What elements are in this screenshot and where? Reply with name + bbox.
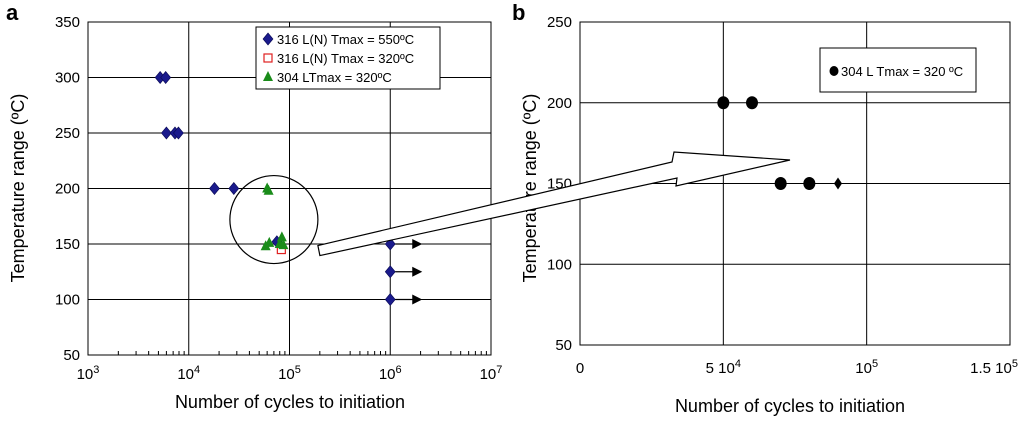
- panel-a-point: [161, 126, 172, 140]
- panel-a-point: [264, 236, 275, 247]
- panel-a-legend-marker: [262, 32, 274, 46]
- panel-b-y-tick-label: 250: [547, 14, 572, 31]
- panel-a-x-tick-label: 104: [177, 364, 200, 383]
- panel-b-x-ticks: 0 5 104 105 1.5 105: [576, 358, 1018, 377]
- panel-a-legend-marker: [263, 71, 273, 81]
- panel-a-runout-arrow-head: [412, 239, 423, 249]
- panel-b-x-axis-label: Number of cycles to initiation: [675, 396, 905, 416]
- panel-b-y-axis-label: Temperature range (ºC): [520, 94, 540, 283]
- panel-a-x-tick-label: 105: [278, 364, 301, 383]
- panel-a-legend-label: 316 L(N) Tmax = 320ºC: [277, 51, 414, 66]
- panel-a-legend-label: 316 L(N) Tmax = 550ºC: [277, 32, 414, 47]
- zoom-arrow-shape: [317, 151, 791, 257]
- panel-b-x-tick-label: 5 104: [706, 358, 741, 377]
- panel-a-x-tick-label: 106: [379, 364, 402, 383]
- panel-a-runout-arrow-head: [412, 294, 423, 305]
- panel-a-point: [228, 182, 240, 195]
- panel-b-point: [746, 96, 758, 110]
- panel-a-point: [160, 71, 172, 84]
- panel-a-y-tick-label: 350: [55, 14, 80, 31]
- panel-a-marks: [154, 71, 423, 306]
- panel-a-point: [384, 265, 396, 279]
- panel-a-legend-box: [255, 26, 441, 90]
- panel-a-runout-arrow-head: [412, 266, 423, 277]
- panel-b-y-tick-label: 200: [547, 95, 572, 112]
- panel-a-x-tick-label: 103: [77, 364, 100, 383]
- panel-a-zoom-circle: [229, 174, 319, 265]
- panel-b-legend: 304 L Tmax = 320 ºC: [819, 47, 977, 93]
- zoom-arrow: [317, 151, 791, 257]
- panel-a-point: [276, 231, 287, 242]
- panel-b-marks: [717, 96, 842, 190]
- panel-b-y-tick-label: 100: [547, 256, 572, 273]
- panel-a-point: [209, 182, 220, 195]
- panel-a-y-ticks: 50 100 150 200 250 300 350: [55, 14, 80, 364]
- panel-a-x-tick-label: 107: [480, 364, 503, 383]
- panel-a-y-tick-label: 100: [55, 292, 80, 309]
- panel-b-point: [717, 96, 730, 110]
- panel-a-legend: 316 L(N) Tmax = 550ºC 316 L(N) Tmax = 320…: [255, 26, 441, 90]
- panel-b-legend-label: 304 L Tmax = 320 ºC: [841, 64, 963, 79]
- panel-a-zoom-annotation: [229, 174, 319, 265]
- panel-b-x-tick-label: 0: [576, 360, 584, 377]
- panel-a-legend-label: 304 LTmax = 320ºC: [277, 70, 392, 85]
- panel-b-x-tick-label: 105: [855, 358, 878, 377]
- panel-a-y-tick-label: 50: [63, 347, 80, 364]
- panel-a-y-axis-label: Temperature range (ºC): [8, 94, 28, 283]
- panel-b-point: [803, 177, 816, 190]
- panel-a: a 50 100 150 200 250 300 350 103 104 105 106 107 N…: [6, 0, 502, 412]
- panel-b-legend-marker: [829, 66, 839, 76]
- panel-b-point: [834, 177, 842, 190]
- panel-a-y-tick-label: 250: [55, 125, 80, 142]
- panel-b-y-tick-label: 50: [555, 337, 572, 354]
- panel-a-point: [384, 293, 396, 306]
- panel-a-x-ticks: 103 104 105 106 107: [77, 364, 503, 383]
- panel-b-point: [774, 177, 787, 190]
- panel-a-point: [173, 126, 184, 140]
- panel-a-y-tick-label: 300: [55, 70, 80, 87]
- panel-a-y-tick-label: 200: [55, 181, 80, 198]
- panel-a-label: a: [6, 0, 19, 25]
- panel-a-legend-marker: [263, 53, 273, 63]
- panel-a-y-tick-label: 150: [55, 236, 80, 253]
- panel-a-point: [263, 184, 274, 195]
- panel-b-x-tick-label: 1.5 105: [970, 358, 1018, 377]
- panel-b-label: b: [512, 0, 525, 25]
- panel-a-x-axis-label: Number of cycles to initiation: [175, 392, 405, 412]
- panel-a-point: [278, 239, 289, 250]
- panel-b-legend-box: [819, 47, 977, 93]
